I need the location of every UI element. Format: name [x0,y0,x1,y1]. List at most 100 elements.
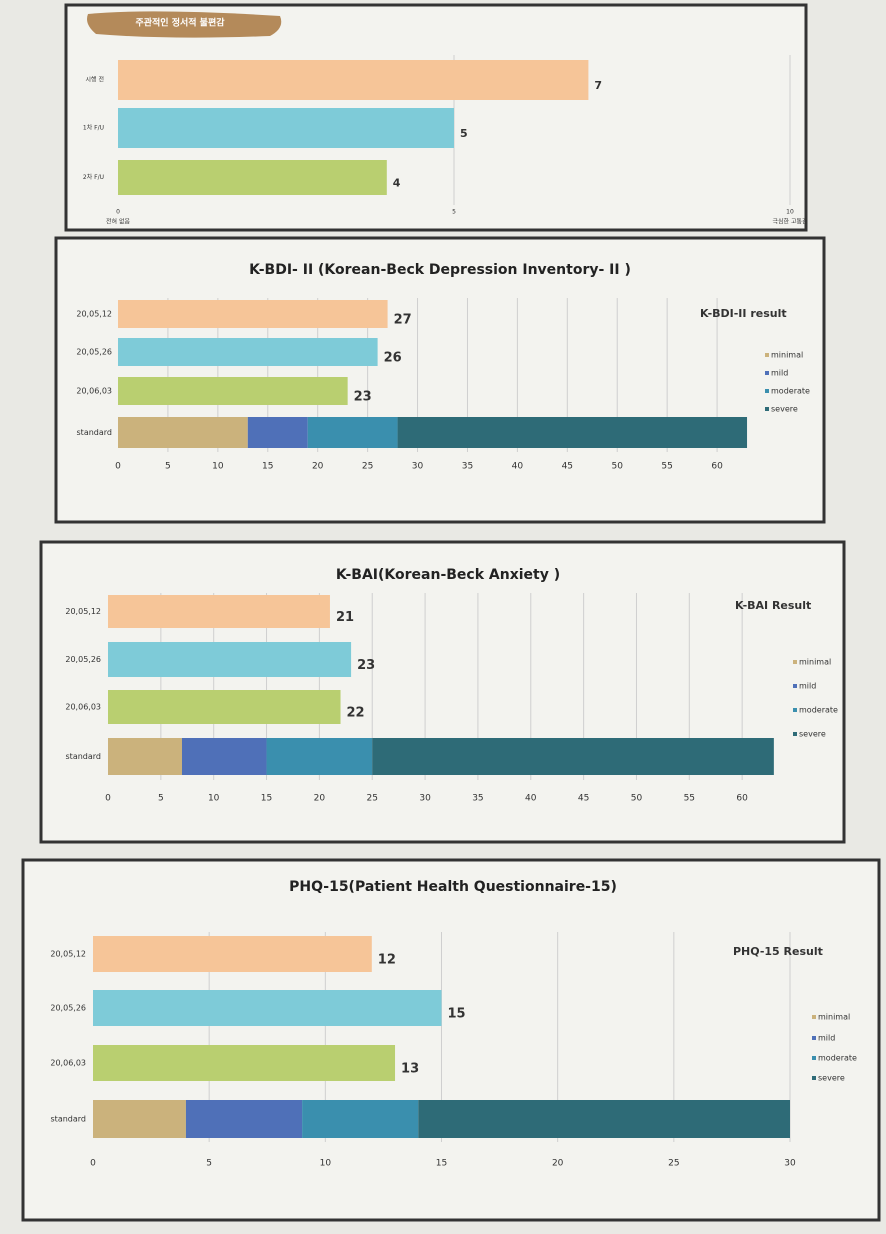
stack-segment [108,738,182,775]
x-tick-label: 25 [668,1159,679,1169]
x-tick-label: 0 [116,209,120,216]
x-tick-label: 5 [206,1159,212,1169]
x-axis-note: 전혀 없음 [106,218,130,226]
x-tick-label: 15 [261,794,272,804]
x-tick-label: 45 [578,794,589,804]
x-tick-label: 20 [312,462,324,472]
category-label: 1차 F/U [83,124,104,132]
x-axis-note: 극심한 고통감 [772,218,808,226]
x-tick-label: 0 [115,462,121,472]
stack-segment [397,417,748,448]
legend-label: minimal [818,1013,850,1022]
value-label: 22 [347,706,365,721]
x-tick-label: 0 [105,794,111,804]
category-label: 20,06,03 [50,1059,86,1068]
legend-title: PHQ-15 Result [733,945,823,958]
x-tick-label: 15 [262,462,273,472]
bar [118,160,387,195]
legend-label: severe [818,1074,845,1083]
legend-label: severe [771,405,798,414]
legend-label: moderate [818,1054,857,1063]
bar [118,300,388,328]
category-label: 20,06,03 [76,387,112,396]
value-label: 23 [357,658,375,673]
chart-title: PHQ-15(Patient Health Questionnaire-15) [289,879,617,895]
legend-swatch [765,389,769,393]
x-tick-label: 30 [784,1159,796,1169]
x-tick-label: 5 [158,794,164,804]
x-tick-label: 50 [631,794,643,804]
legend-swatch [793,732,797,736]
chart-title: K-BAI(Korean-Beck Anxiety ) [336,567,560,583]
value-label: 21 [336,610,354,625]
x-tick-label: 55 [684,794,695,804]
legend-label: mild [818,1034,835,1043]
legend-label: minimal [771,351,803,360]
x-tick-label: 55 [661,462,672,472]
category-label: 시행 전 [86,76,104,84]
legend-label: minimal [799,658,831,667]
legend-swatch [765,353,769,357]
bar [118,338,378,366]
value-label: 15 [448,1007,466,1022]
legend-label: mild [799,682,816,691]
x-tick-label: 0 [90,1159,96,1169]
x-tick-label: 30 [419,794,431,804]
legend-swatch [793,684,797,688]
x-tick-label: 5 [165,462,171,472]
value-label: 13 [401,1062,419,1077]
value-label: 7 [594,79,602,92]
x-tick-label: 10 [320,1159,332,1169]
category-label: 20,05,12 [65,607,101,616]
legend-label: moderate [799,706,838,715]
category-label: 20,05,12 [50,950,86,959]
legend-label: severe [799,730,826,739]
x-tick-label: 40 [525,794,537,804]
stack-segment [181,738,267,775]
x-tick-label: 40 [512,462,524,472]
value-label: 4 [393,177,401,190]
category-label: standard [66,752,101,761]
stack-segment [185,1100,303,1138]
bar [93,990,442,1026]
x-tick-label: 25 [362,462,373,472]
value-label: 27 [394,313,412,328]
legend-title: K-BDI-II result [700,307,787,320]
legend-swatch [793,660,797,664]
value-label: 5 [460,127,468,140]
category-label: 20,05,12 [76,310,112,319]
panel [21,858,881,1222]
x-tick-label: 10 [208,794,220,804]
category-label: 20,05,26 [65,655,101,664]
bar [108,690,341,724]
x-tick-label: 50 [612,462,624,472]
legend-swatch [765,371,769,375]
x-tick-label: 60 [736,794,748,804]
legend-swatch [793,708,797,712]
bar [108,595,330,628]
legend-label: mild [771,369,788,378]
category-label: 20,06,03 [65,703,101,712]
bar [118,60,589,100]
value-label: 12 [378,953,396,968]
legend-swatch [765,407,769,411]
category-label: standard [77,428,112,437]
x-tick-label: 10 [212,462,224,472]
stack-segment [302,1100,419,1138]
legend-swatch [812,1056,816,1060]
legend-swatch [812,1015,816,1019]
x-tick-label: 20 [552,1159,564,1169]
x-tick-label: 10 [786,209,794,216]
category-label: 20,05,26 [76,348,112,357]
category-label: standard [51,1115,86,1124]
x-tick-label: 30 [412,462,424,472]
category-label: 20,05,26 [50,1004,86,1013]
legend-label: moderate [771,387,810,396]
x-tick-label: 45 [562,462,573,472]
bar [93,936,372,972]
x-tick-label: 5 [452,209,456,216]
chart-title: 주관적인 정서적 불편감 [135,17,225,29]
x-tick-label: 35 [462,462,473,472]
x-tick-label: 35 [472,794,483,804]
